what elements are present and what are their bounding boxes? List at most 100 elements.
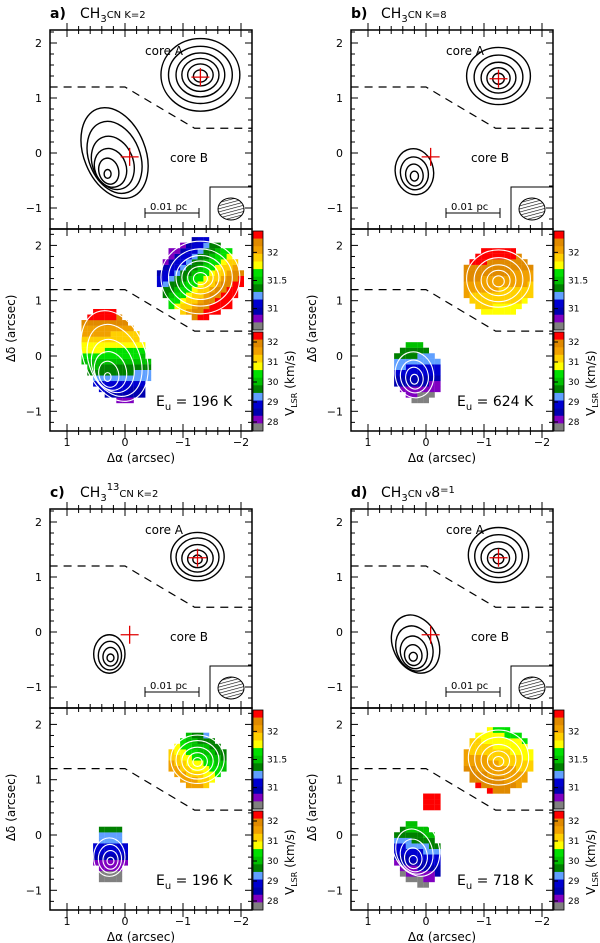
eu-subscript: u [466, 881, 472, 892]
velocity-pixel [405, 353, 412, 359]
velocity-pixel [116, 314, 123, 321]
contour [473, 54, 524, 100]
velocity-pixel [399, 380, 406, 387]
velocity-pixel [399, 870, 406, 877]
colorbar-tick-label: 31 [568, 305, 579, 315]
velocity-pixel [417, 386, 424, 393]
colorbar-swatch [253, 423, 263, 432]
velocity-pixel [492, 749, 499, 755]
velocity-pixel [515, 760, 522, 767]
velocity-pixel [127, 386, 134, 393]
velocity-pixel [515, 303, 522, 310]
contour [181, 57, 220, 93]
velocity-pixel [116, 826, 123, 833]
colorbar-tick-label: 31 [267, 358, 278, 368]
velocity-pixel [180, 270, 186, 276]
velocity-pixel [428, 369, 435, 376]
contour [175, 52, 226, 98]
velocity-pixel [510, 732, 516, 739]
colorbar-swatch [253, 894, 263, 903]
core-a-label: core A [446, 44, 485, 58]
velocity-pixel [185, 743, 192, 750]
velocity-pixel [127, 325, 134, 332]
velocity-pixel [428, 375, 435, 382]
velocity-pixel [434, 870, 441, 877]
velocity-pixel [481, 732, 487, 739]
velocity-pixel [232, 275, 239, 282]
velocity-pixel [104, 843, 111, 849]
velocity-pixel [174, 743, 181, 750]
contour-overlay [486, 269, 511, 292]
velocity-pixel [226, 275, 233, 282]
velocity-pixel [168, 264, 175, 271]
contour-overlay [106, 856, 115, 866]
velocity-pixel [174, 264, 181, 271]
velocity-pixel [405, 859, 412, 866]
velocity-pixel [197, 314, 204, 321]
velocity-pixel [428, 876, 435, 883]
velocity-pixel [209, 760, 215, 767]
velocity-pixel [504, 253, 511, 260]
velocity-pixel [180, 738, 186, 744]
contour [486, 547, 511, 569]
velocity-pixel [469, 286, 476, 293]
velocity-pixel [521, 281, 528, 288]
velocity-pixel [475, 281, 482, 288]
velocity-pixel [232, 270, 239, 276]
contour-overlay [192, 757, 203, 767]
velocity-pixel [394, 358, 400, 365]
velocity-pixel [87, 342, 94, 348]
velocity-pixel [191, 286, 198, 293]
velocity-pixel [527, 292, 534, 299]
x-tick-label: 1 [365, 915, 372, 928]
velocity-pixel [481, 292, 487, 299]
title-part: 3 [401, 14, 407, 25]
velocity-pixel [162, 264, 169, 271]
colorbar-tick-label: 28 [568, 418, 580, 428]
velocity-pixel [475, 738, 482, 744]
beam-ellipse [217, 197, 245, 221]
x-tick-label: −2 [233, 436, 249, 449]
colorbar-swatch [253, 717, 263, 726]
contour [399, 635, 429, 670]
colorbar-swatch [253, 347, 263, 356]
vlsr-subscript: LSR [591, 871, 600, 887]
contour-overlay [480, 743, 517, 776]
velocity-pixel [168, 275, 175, 282]
velocity-pixel [428, 832, 435, 838]
x-tick-label: 0 [423, 436, 430, 449]
velocity-pixel [463, 760, 470, 767]
x-tick-label: 1 [64, 915, 71, 928]
velocity-pixel [510, 754, 516, 761]
continuum-peak-cross [120, 625, 139, 644]
velocity-pixel [486, 787, 493, 794]
velocity-pixel [185, 738, 192, 744]
velocity-pixel [521, 275, 528, 282]
velocity-pixel [174, 270, 181, 276]
velocity-pixel [122, 353, 128, 359]
velocity-pixel [185, 275, 192, 282]
contour [181, 543, 214, 573]
velocity-pixel [475, 286, 482, 293]
velocity-pixel [180, 743, 186, 750]
velocity-pixel [116, 391, 123, 398]
velocity-pixel [87, 369, 94, 376]
y-tick-label: −1 [327, 681, 343, 694]
velocity-pixel [104, 826, 111, 833]
colorbar-swatch [554, 717, 564, 726]
contour [160, 37, 241, 112]
core-b-label: core B [471, 151, 509, 165]
velocity-pixel [98, 314, 105, 321]
title-part: CH [381, 485, 401, 501]
velocity-pixel [139, 380, 146, 387]
velocity-pixel [191, 275, 198, 282]
x-axis-label: Δα (arcsec) [408, 930, 476, 943]
velocity-pixel [214, 253, 221, 260]
velocity-pixel [203, 270, 210, 276]
velocity-pixel [191, 754, 198, 761]
colorbar-swatch [253, 284, 263, 293]
velocity-pixel [174, 259, 181, 265]
velocity-pixel [510, 303, 516, 310]
velocity-pixel [122, 848, 128, 855]
